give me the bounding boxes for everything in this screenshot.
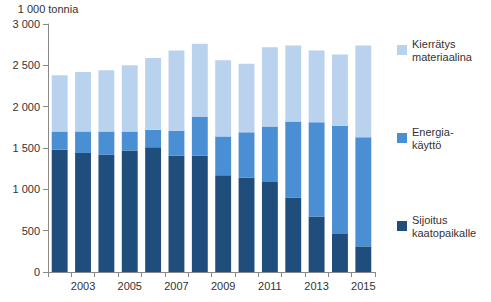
svg-text:kaatopaikalle: kaatopaikalle: [412, 227, 476, 239]
svg-text:500: 500: [22, 225, 40, 237]
svg-text:2011: 2011: [258, 280, 282, 292]
svg-text:1 000: 1 000: [12, 183, 40, 195]
svg-text:Sijoitus: Sijoitus: [412, 214, 448, 226]
svg-text:2013: 2013: [304, 280, 328, 292]
svg-text:2003: 2003: [71, 280, 95, 292]
svg-text:materiaalina: materiaalina: [412, 51, 473, 63]
svg-text:2 000: 2 000: [12, 101, 40, 113]
svg-text:1 000 tonnia: 1 000 tonnia: [18, 3, 79, 15]
svg-text:käyttö: käyttö: [412, 139, 441, 151]
svg-text:2015: 2015: [351, 280, 375, 292]
svg-text:3 000: 3 000: [12, 18, 40, 30]
svg-text:0: 0: [34, 266, 40, 278]
svg-text:2005: 2005: [118, 280, 142, 292]
svg-text:2 500: 2 500: [12, 59, 40, 71]
svg-text:Kierrätys: Kierrätys: [412, 38, 456, 50]
svg-text:2007: 2007: [164, 280, 188, 292]
svg-text:2009: 2009: [211, 280, 235, 292]
svg-text:Energia-: Energia-: [412, 126, 454, 138]
svg-text:1 500: 1 500: [12, 142, 40, 154]
